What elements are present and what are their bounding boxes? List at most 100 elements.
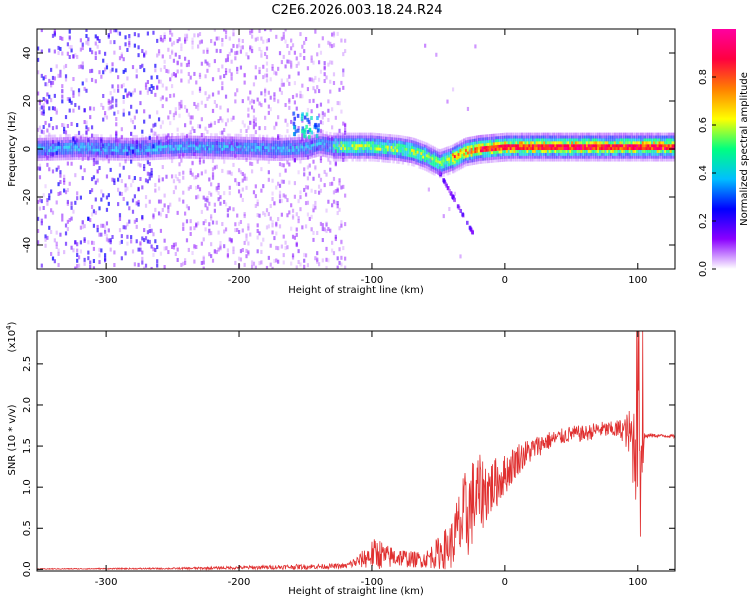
spectrogram-cell (210, 133, 212, 136)
spectrogram-noise-cell (231, 172, 233, 176)
spectrogram-noise-cell (474, 44, 476, 48)
spectrogram-noise-cell (234, 178, 236, 182)
spectrogram-noise-cell (171, 159, 173, 163)
colorbar: 0.00.20.40.60.8 Normalized spectral ampl… (698, 29, 750, 277)
spectrogram-noise-cell (52, 211, 54, 215)
spectrogram-noise-cell (165, 175, 167, 179)
spectrogram-noise-cell (206, 50, 208, 54)
spectrogram-noise-cell (52, 81, 54, 85)
spectrogram-noise-cell (162, 120, 164, 124)
spectrogram-noise-cell (100, 190, 102, 194)
spectrogram-noise-cell (298, 170, 300, 174)
spectrogram-noise-cell (169, 110, 171, 114)
spectrogram-noise-cell (57, 51, 59, 55)
spectrogram-noise-cell (286, 78, 288, 82)
spectrogram-noise-cell (93, 175, 95, 179)
spectrogram-noise-cell (238, 182, 240, 186)
spectrogram-noise-cell (56, 242, 58, 246)
spectrogram-noise-cell (303, 259, 305, 263)
spectrogram-noise-cell (214, 59, 216, 63)
spectrogram-noise-cell (151, 76, 153, 80)
spectrogram-noise-cell (141, 49, 143, 53)
spectrogram-noise-cell (59, 170, 61, 174)
spectrogram-noise-cell (214, 121, 216, 125)
spectrogram-noise-cell (242, 39, 244, 43)
spectrogram-noise-cell (61, 37, 63, 41)
spectrogram-cell (281, 135, 283, 138)
spectrogram-noise-cell (85, 89, 87, 93)
spectrogram-noise-cell (57, 248, 59, 252)
spectrogram-noise-cell (286, 129, 288, 133)
spectrogram-noise-cell (48, 123, 50, 127)
spectrogram-noise-cell (48, 193, 50, 197)
spectrogram-noise-cell (227, 108, 229, 112)
spectrogram-noise-cell (329, 168, 331, 172)
spectrogram-noise-cell (342, 185, 344, 189)
spectrogram-cell (158, 134, 160, 137)
spectrogram-noise-cell (311, 55, 313, 59)
spectrogram-noise-cell (151, 90, 153, 94)
spectrogram-noise-cell (128, 206, 130, 210)
y-tick-label: -20 (22, 189, 33, 205)
spectrogram-noise-cell (201, 40, 203, 44)
spectrogram-noise-cell (286, 245, 288, 249)
spectrogram-noise-cell (197, 103, 199, 107)
spectrogram-noise-cell (331, 182, 333, 186)
spectrogram-noise-cell (223, 128, 225, 132)
spectrogram-noise-cell (281, 213, 283, 217)
spectrogram-noise-cell (221, 119, 223, 123)
spectrogram-cell (253, 134, 255, 137)
spectrogram-noise-cell (104, 225, 106, 229)
spectrogram-noise-cell (231, 77, 233, 81)
spectrogram-noise-cell (234, 261, 236, 265)
spectrogram-noise-cell (158, 52, 160, 56)
spectrogram-noise-cell (160, 80, 162, 84)
spectrogram-noise-cell (264, 126, 266, 130)
spectrogram-cell (378, 159, 380, 162)
spectrogram-cell (97, 134, 99, 137)
spectrogram-noise-cell (270, 107, 272, 111)
spectrogram-noise-cell (299, 263, 301, 267)
spectrogram-noise-cell (119, 217, 121, 221)
spectrogram-noise-cell (65, 115, 67, 119)
spectrogram-noise-cell (258, 29, 260, 33)
spectrogram-noise-cell (180, 69, 182, 73)
spectrogram-noise-cell (216, 165, 218, 169)
spectrogram-noise-cell (74, 201, 76, 205)
spectrogram-noise-cell (85, 121, 87, 125)
spectrogram-noise-cell (247, 114, 249, 118)
spectrogram-noise-cell (130, 183, 132, 187)
spectrogram-noise-cell (448, 207, 450, 211)
spectrogram-cell (136, 135, 138, 138)
y-tick-label: -40 (22, 237, 33, 253)
spectrogram-noise-cell (190, 232, 192, 236)
spectrogram-noise-cell (67, 202, 69, 206)
spectrogram-noise-cell (126, 202, 128, 206)
spectrogram-noise-cell (89, 218, 91, 222)
spectrogram-noise-cell (108, 202, 110, 206)
spectrogram-noise-cell (290, 262, 292, 266)
spectrogram-noise-cell (204, 104, 206, 108)
spectrogram-noise-cell (333, 251, 335, 255)
spectrogram-noise-cell (164, 35, 166, 39)
spectrogram-noise-cell (318, 60, 320, 64)
spectrogram-noise-cell (312, 99, 314, 103)
spectrogram-noise-cell (257, 249, 259, 253)
spectrogram-noise-cell (46, 202, 48, 206)
spectrogram-noise-cell (270, 204, 272, 208)
spectrogram-noise-cell (268, 38, 270, 42)
spectrogram-noise-cell (342, 69, 344, 73)
spectrogram-noise-cell (344, 194, 346, 198)
spectrogram-noise-cell (191, 41, 193, 45)
spectrogram-noise-cell (214, 42, 216, 46)
spectrogram-cell (392, 160, 394, 163)
spectrogram-noise-cell (232, 246, 234, 250)
spectrogram-noise-cell (130, 239, 132, 243)
snr-plot-area (37, 331, 675, 571)
spectrogram-noise-cell (279, 191, 281, 195)
spectrogram-noise-cell (231, 72, 233, 76)
spectrogram-noise-cell (283, 55, 285, 59)
spectrogram-noise-cell (266, 78, 268, 82)
spectrogram-noise-cell (110, 240, 112, 244)
